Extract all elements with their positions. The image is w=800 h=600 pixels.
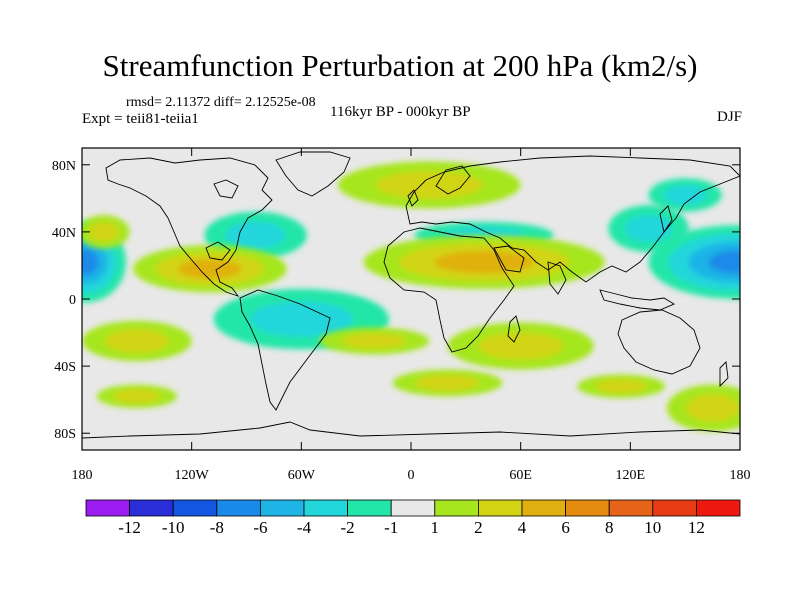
streamfunction-field [82, 161, 740, 432]
colorbar-swatch [608, 499, 654, 517]
lon-tick-label: 120W [175, 468, 210, 483]
coastline-madagascar [507, 315, 521, 343]
lon-tick-label: 60W [288, 468, 316, 483]
colorbar-label: 4 [518, 518, 527, 537]
coastline-japan [659, 205, 673, 234]
coastline-british-isles [407, 189, 419, 207]
colorbar-label: -6 [253, 518, 267, 537]
colorbar-swatch [390, 499, 436, 517]
coastline-africa [383, 227, 515, 353]
coastline-new-zealand [719, 361, 729, 388]
field-anomaly-17 [666, 384, 740, 432]
plot-title: Streamfunction Perturbation at 200 hPa (… [102, 48, 698, 83]
lat-tick-label: 40S [54, 360, 76, 375]
coastlines [82, 151, 740, 439]
colorbar-label: 2 [474, 518, 483, 537]
colorbar-label: -8 [210, 518, 224, 537]
coastline-antarctica [82, 421, 740, 439]
contour-level [113, 389, 161, 404]
contour-level [178, 259, 242, 279]
contour-level [708, 250, 740, 274]
lat-tick-label: 80N [52, 159, 76, 174]
contour-level [375, 171, 483, 199]
field-anomaly-14 [96, 384, 178, 409]
colorbar-swatch [477, 499, 523, 517]
contour-level [104, 329, 169, 353]
colorbar-swatch [303, 499, 348, 517]
colorbar-swatch [347, 499, 392, 517]
contour-level [625, 214, 673, 243]
lon-tick-label: 60E [509, 468, 532, 483]
coastline-india [547, 261, 567, 295]
colorbar-label: 8 [605, 518, 614, 537]
lat-tick-label: 80S [54, 427, 76, 442]
field-anomaly-7 [337, 161, 521, 209]
field-anomaly-15 [392, 369, 503, 397]
colorbar-label: -10 [162, 518, 185, 537]
contour-level [250, 301, 353, 337]
field-anomaly-6 [648, 178, 722, 212]
field-anomaly-13 [447, 322, 594, 370]
colorbar-swatch [85, 499, 130, 517]
colorbar-label: -2 [341, 518, 355, 537]
colorbar-swatch [521, 499, 566, 517]
period-label: 116kyr BP - 000kyr BP [330, 104, 471, 120]
axis-ticks: 80N 40N 0 40S 80S 180 120W 60W 0 60E 120E 180 [52, 148, 751, 483]
rmsd-diff-stats: rmsd= 2.11372 diff= 2.12525e-08 [126, 95, 316, 110]
lat-tick-label: 40N [52, 226, 76, 241]
contour-level [663, 185, 707, 205]
coastline-europe-asia [405, 155, 740, 283]
colorbar-swatch [129, 499, 174, 517]
lon-tick-label: 180 [72, 468, 93, 483]
colorbar-label: -1 [384, 518, 398, 537]
contour-level [415, 375, 480, 391]
field-anomaly-16 [577, 374, 666, 398]
coastline-scandinavia [435, 165, 471, 195]
coastline-greenland [275, 151, 351, 197]
contour-level [478, 332, 564, 360]
coastline-arabia [493, 245, 525, 273]
field-anomaly-8 [82, 215, 130, 249]
experiment-label: Expt = teii81-teiia1 [82, 111, 199, 127]
coastline-south-america [239, 289, 331, 411]
colorbar-label: -4 [297, 518, 312, 537]
colorbar-label: 1 [431, 518, 440, 537]
contour-level [595, 379, 647, 394]
field-anomaly-12 [319, 327, 430, 355]
lon-tick-label: 180 [730, 468, 751, 483]
coastline-hudson-bay [213, 179, 239, 199]
colorbar-label: 10 [644, 518, 661, 537]
lon-tick-label: 0 [408, 468, 415, 483]
season-label: DJF [716, 109, 742, 125]
colorbar-swatch [216, 499, 261, 517]
lon-tick-label: 120E [616, 468, 646, 483]
colorbar: -12 -10 -8 -6 -4 -2 -1 1 2 4 6 8 10 12 [85, 499, 741, 537]
contour-level [82, 249, 99, 275]
coastline-north-america [105, 157, 273, 297]
contour-level [225, 221, 286, 249]
contour-level [89, 222, 119, 242]
field-anomaly-1 [648, 225, 740, 299]
contour-level [685, 394, 740, 422]
field-anomaly-10 [363, 235, 605, 289]
contour-level [342, 333, 407, 349]
colorbar-label: 6 [561, 518, 570, 537]
colorbar-swatch [172, 499, 218, 517]
colorbar-swatch [259, 499, 305, 517]
colorbar-swatch [652, 499, 697, 517]
lat-tick-label: 0 [69, 293, 76, 308]
contour-level [434, 251, 534, 274]
colorbar-swatch [434, 499, 479, 517]
field-anomaly-11 [82, 320, 192, 362]
colorbar-label: -12 [118, 518, 141, 537]
field-anomaly-9 [133, 245, 287, 293]
coastline-australia [617, 309, 701, 375]
coastline-indonesia [599, 289, 675, 311]
colorbar-label: 12 [688, 518, 705, 537]
colorbar-swatch [696, 499, 741, 517]
colorbar-swatch [565, 499, 610, 517]
coastline-gulf-mexico [205, 241, 231, 261]
field-anomaly-5 [608, 205, 689, 253]
